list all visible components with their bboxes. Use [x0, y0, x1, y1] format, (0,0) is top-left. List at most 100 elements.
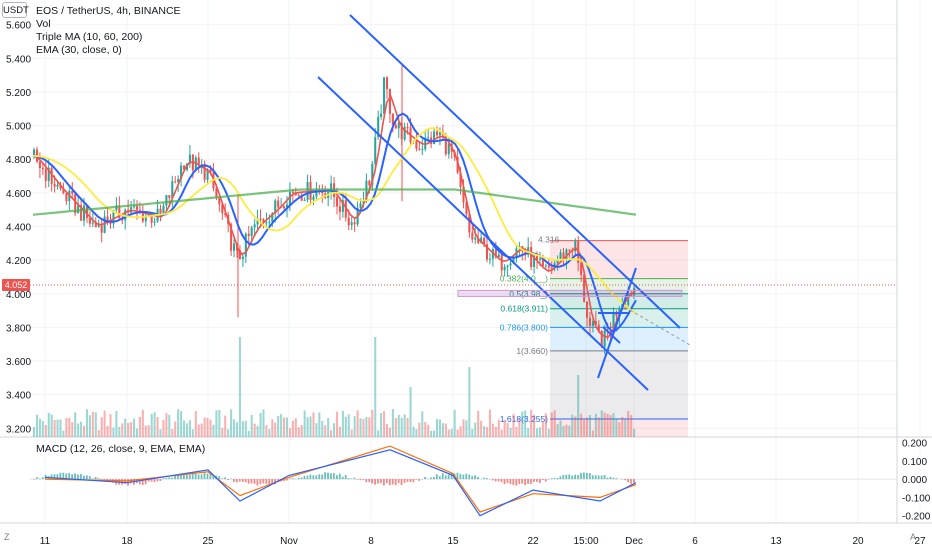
macd-histogram-bar: [588, 473, 591, 480]
volume-bar: [597, 417, 600, 437]
candle-body: [353, 222, 356, 225]
indicator-ema[interactable]: EMA (30, close, 0): [36, 44, 122, 56]
candle-body: [274, 200, 277, 214]
macd-histogram-bar: [485, 478, 488, 480]
macd-histogram-bar: [262, 479, 265, 484]
candle-body: [38, 161, 41, 169]
macd-histogram-bar: [438, 476, 441, 480]
candle-body: [415, 141, 418, 149]
volume-bar: [135, 428, 139, 437]
volume-bar: [450, 429, 453, 437]
macd-histogram-bar: [418, 479, 421, 481]
macd-legend[interactable]: MACD (12, 26, close, 9, EMA, EMA): [36, 443, 206, 455]
volume-bar: [518, 419, 521, 437]
volume-bar: [327, 418, 330, 437]
volume-bar: [338, 426, 341, 437]
macd-histogram-bar: [130, 479, 132, 484]
volume-bar: [153, 412, 156, 437]
y-tick-label: 4.200: [6, 256, 31, 267]
macd-histogram-bar: [59, 472, 62, 480]
candle-body: [138, 209, 141, 211]
candle-body: [438, 132, 441, 136]
candle-body: [471, 232, 474, 240]
candle-body: [488, 258, 491, 260]
candle-body: [103, 216, 106, 233]
candle-body: [533, 255, 536, 267]
candle-body: [347, 217, 350, 226]
candle-body: [462, 187, 465, 203]
volume-bar: [215, 410, 218, 437]
candle-body: [394, 125, 397, 129]
candle-body: [477, 237, 480, 243]
indicator-triple-ma[interactable]: Triple MA (10, 60, 200): [36, 31, 143, 43]
volume-bar: [200, 423, 203, 437]
macd-histogram-bar: [324, 472, 326, 480]
volume-bar: [477, 410, 480, 437]
volume-bar: [315, 423, 318, 437]
macd-histogram-bar: [388, 479, 391, 486]
candle-body: [268, 221, 271, 223]
volume-bar: [571, 414, 574, 437]
macd-histogram-bar: [603, 474, 606, 480]
indicator-volume[interactable]: Vol: [36, 18, 51, 30]
volume-bar: [285, 417, 289, 437]
volume-bar: [538, 427, 541, 437]
volume-bar: [412, 426, 415, 437]
volume-bar: [68, 417, 71, 437]
volume-bar: [433, 430, 436, 437]
macd-histogram-bar: [56, 474, 59, 480]
symbol-title[interactable]: EOS / TetherUS, 4h, BINANCE: [36, 5, 181, 17]
macd-histogram-bar: [250, 479, 253, 484]
volume-bar: [406, 417, 409, 437]
macd-histogram-bar: [233, 479, 235, 482]
volume-bar: [556, 424, 559, 437]
volume-bar: [127, 422, 130, 437]
volume-bar: [227, 429, 230, 437]
volume-bar: [130, 422, 133, 437]
candle-body: [388, 89, 391, 114]
candle-body: [144, 215, 147, 222]
trend-mark: [602, 326, 621, 344]
macd-histogram-bar: [297, 477, 300, 480]
volume-bar: [85, 409, 89, 437]
y-tick-label: 4.000: [6, 290, 31, 301]
candle-body: [547, 265, 550, 268]
macd-histogram-bar: [253, 479, 256, 484]
volume-bar: [35, 414, 39, 437]
volume-bar: [380, 412, 383, 437]
macd-histogram-bar: [159, 479, 162, 482]
volume-bar: [100, 417, 103, 437]
volume-bar: [409, 387, 412, 437]
candle-body: [574, 240, 577, 252]
currency-button[interactable]: USDT: [2, 2, 29, 18]
candle-body: [444, 135, 447, 155]
macd-histogram-bar: [580, 472, 582, 480]
candle-body: [44, 168, 47, 181]
macd-histogram-bar: [371, 479, 374, 484]
candle-body: [97, 225, 100, 227]
candle-body: [459, 172, 462, 188]
candle-body: [33, 149, 36, 156]
candle-body: [56, 184, 59, 187]
candle-body: [435, 131, 439, 136]
candle-body: [480, 237, 483, 243]
volume-bar: [191, 429, 194, 437]
candle-body: [385, 77, 389, 90]
volume-bar: [244, 420, 247, 437]
zoom-button[interactable]: Z: [4, 532, 10, 542]
macd-histogram-bar: [221, 478, 224, 480]
macd-histogram-bar: [441, 473, 444, 480]
candle-body: [247, 233, 250, 237]
ma-200-line: [32, 188, 637, 216]
volume-bar: [180, 411, 183, 437]
volume-bar: [50, 414, 53, 437]
x-tick-label: Nov: [280, 536, 298, 547]
volume-bar: [41, 420, 44, 437]
candle-body: [297, 195, 300, 197]
volume-bar: [306, 417, 309, 437]
macd-histogram-bar: [535, 479, 538, 482]
macd-histogram-bar: [612, 477, 615, 480]
auto-scale-button[interactable]: A: [910, 532, 917, 542]
candle-body: [559, 252, 562, 261]
